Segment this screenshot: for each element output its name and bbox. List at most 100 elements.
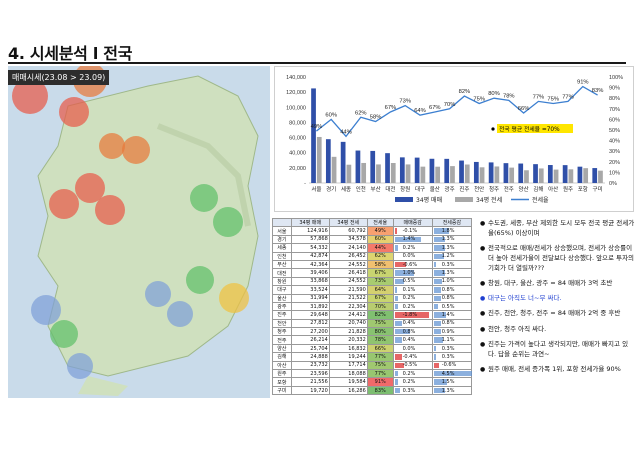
table-row: 포항 21,556 19,584 91% 0.2% 1.5% (272, 377, 473, 387)
sale-cell: 23,732 (290, 360, 330, 371)
jeonse-change-cell: 1.3% (431, 385, 473, 396)
change-bar (433, 379, 447, 385)
change-bar (433, 371, 472, 377)
rate-cell: 80% (366, 327, 394, 337)
jeonse-cell: 16,286 (328, 385, 368, 396)
change-bar (394, 354, 403, 360)
change-bar (394, 270, 414, 276)
change-bar (394, 320, 403, 327)
jeonse-bar (568, 169, 574, 183)
y2-tick-label: 90% (609, 86, 620, 92)
jeonse-cell: 24,140 (328, 243, 368, 253)
table-header-cell: 매매증감 (392, 217, 433, 228)
change-value: 0.3% (441, 353, 455, 360)
jeonse-bar (435, 166, 441, 183)
annotation-text: 전국 평균 전세율 =70% (499, 125, 560, 133)
y2-tick-label: 40% (609, 139, 620, 145)
rate-cell: 83% (366, 385, 394, 396)
sale-cell: 27,200 (290, 327, 330, 337)
change-value: 0.8% (441, 295, 455, 302)
bullet-icon: ● (480, 220, 486, 227)
change-bar (394, 329, 410, 335)
jeonse-bar (316, 136, 322, 183)
x-tick-label: 세종 (341, 185, 351, 193)
rate-cell: 44% (366, 243, 394, 253)
sale-change-cell: -0.4% (392, 352, 433, 362)
change-bar (394, 337, 403, 343)
change-value: 0.2% (402, 303, 416, 310)
sale-cell: 23,596 (290, 369, 330, 379)
y2-tick-label: 80% (609, 96, 620, 102)
change-bar (433, 245, 445, 251)
sale-bar (370, 150, 376, 183)
table-row: 원주 23,596 18,088 77% 0.2% 4.5% (272, 369, 473, 379)
change-bar (433, 329, 442, 335)
rate-cell: 67% (366, 268, 394, 278)
jeonse-bar (598, 170, 603, 183)
city-cell: 대전 (272, 268, 292, 278)
map-landmass (37, 75, 259, 396)
map-bubble (190, 184, 218, 212)
rate-cell: 60% (366, 234, 394, 245)
sale-change-cell: -0.5% (392, 360, 433, 371)
change-bar (433, 287, 441, 293)
table-header-cell: 전세율 (366, 217, 394, 228)
sale-cell: 54,332 (290, 243, 330, 253)
change-bar (433, 320, 441, 327)
change-value: -0.6% (441, 362, 457, 369)
legend-swatch-sale (395, 197, 413, 202)
x-tick-label: 서울 (311, 185, 321, 193)
jeonse-change-cell: 0.3% (431, 343, 473, 354)
sale-change-cell: 0.5% (392, 276, 433, 287)
change-bar (394, 261, 407, 268)
sale-bar (533, 164, 538, 183)
jeonse-change-cell: 0.8% (431, 285, 473, 295)
table-row: 천안 27,812 20,740 75% 0.4% 0.8% (272, 318, 473, 329)
note-text: 창원, 대구, 울산, 광주 = 84 매매가 3억 초반 (488, 279, 613, 288)
bar-line-chart: 140,000 120,000 100,000 80,000 60,000 40,000 2… (286, 75, 623, 204)
note-item: ● 원주 매매, 전세 증가폭 1위, 포항 전세가율 90% (480, 364, 635, 374)
sale-change-cell: 0.0% (392, 343, 433, 354)
change-value: -0.5% (402, 362, 418, 369)
jeonse-cell: 60,792 (328, 226, 368, 236)
sale-change-cell: -0.6% (392, 259, 433, 270)
change-bar (433, 312, 446, 318)
change-value: 1.0% (441, 278, 455, 285)
city-cell: 김해 (272, 352, 292, 362)
change-bar (433, 354, 437, 360)
change-bar (394, 387, 401, 394)
jeonse-change-cell: 0.8% (431, 293, 473, 303)
sale-cell: 25,704 (290, 343, 330, 354)
rate-cell: 77% (366, 369, 394, 379)
jeonse-change-cell: 1.3% (431, 268, 473, 278)
data-table: 34평 매매 34평 전세 전세율 매매증감 전세증감 서울 124,916 60,792 4… (272, 217, 473, 398)
change-bar (433, 278, 443, 285)
sale-bar (518, 163, 524, 183)
table-row: 경기 57,868 34,578 60% 1.4% 1.3% (272, 234, 473, 245)
change-value: 1.4% (402, 236, 416, 243)
jeonse-cell: 19,584 (328, 377, 368, 387)
sale-change-cell: 0.2% (392, 377, 433, 387)
change-bar (394, 228, 397, 234)
x-tick-label: 전주 (504, 185, 514, 193)
table-row: 서울 124,916 60,792 49% -0.1% 1.8% (272, 226, 473, 236)
jeonse-change-cell: 0.5% (431, 301, 473, 312)
rate-line (315, 85, 598, 138)
bullet-icon: ● (480, 245, 486, 253)
y-tick-label: - (304, 181, 306, 187)
x-tick-label: 경기 (326, 185, 336, 193)
city-cell: 천안 (272, 318, 292, 329)
x-tick-label: 김해 (533, 185, 543, 193)
note-text: 원주 매매, 전세 증가폭 1위, 포항 전세가율 90% (488, 364, 621, 373)
note-item: ● 진주는 가격이 높다고 생각되지만, 매매가 빠지고 있다. 답을 순위는 과… (480, 339, 635, 359)
x-tick-label: 대전 (385, 185, 395, 193)
jeonse-change-cell: 1.0% (431, 276, 473, 287)
annotation-highlight (497, 124, 573, 133)
change-bar (394, 295, 399, 301)
y2-tick-label: 10% (609, 170, 620, 176)
note-item: ● 전국적으로 매매/전세가 상승했으며, 전세가 상승률이 더 높아 전세가율이… (480, 243, 635, 273)
rate-data-label: 66% (518, 106, 530, 112)
jeonse-change-cell: 0.9% (431, 327, 473, 337)
sale-change-cell: 0.1% (392, 285, 433, 295)
sale-cell: 29,648 (290, 310, 330, 320)
